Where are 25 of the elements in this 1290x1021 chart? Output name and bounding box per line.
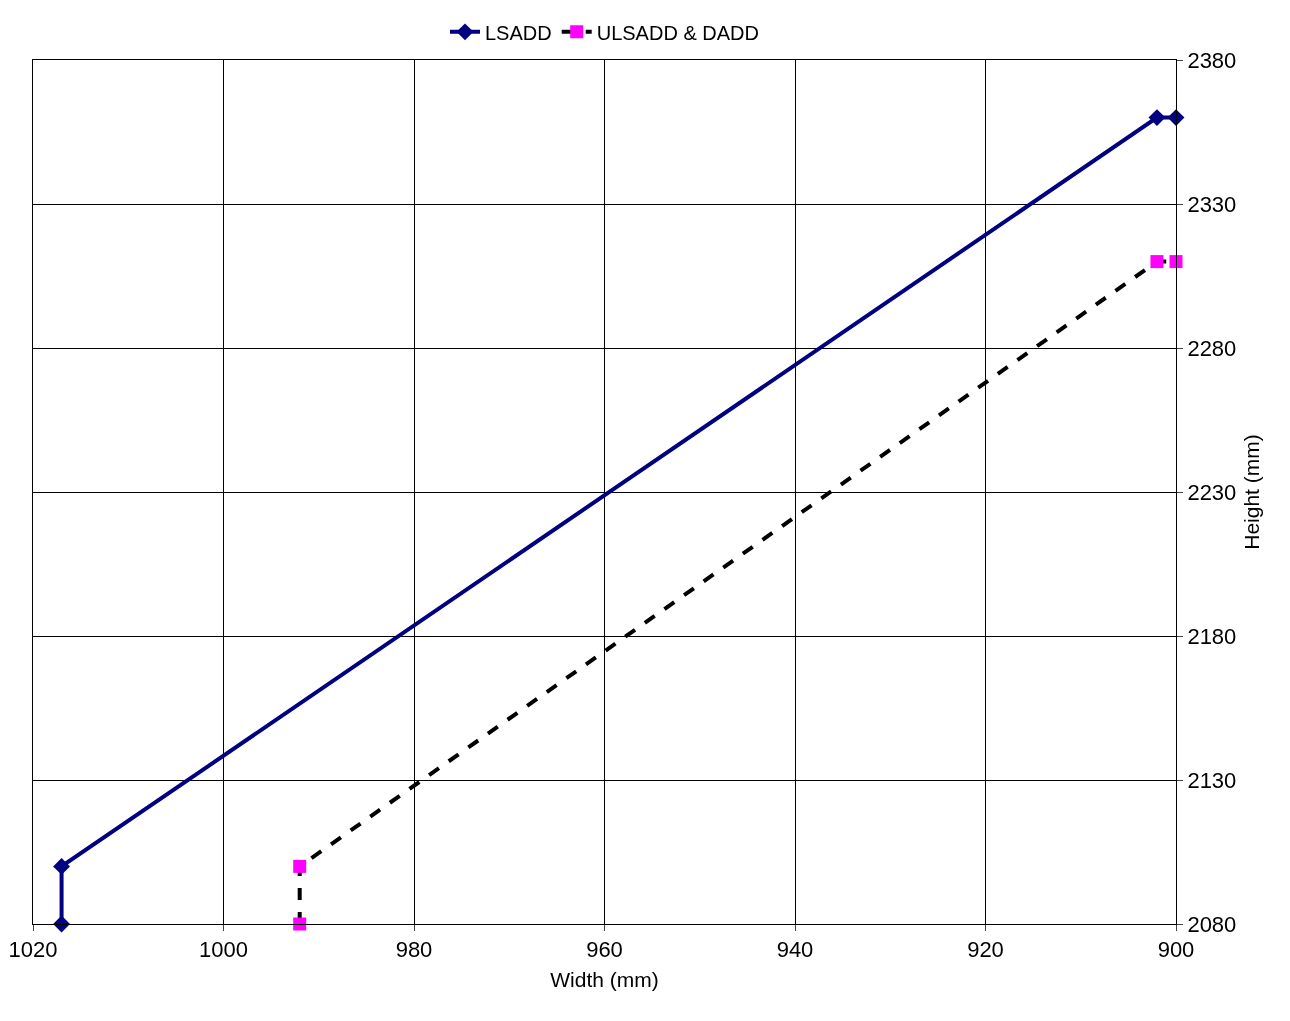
point (53, 857, 71, 875)
legend-label: LSADD (485, 21, 552, 44)
point (293, 917, 307, 931)
x-axis-title: Width (mm) (550, 967, 659, 991)
y-tick-label: 2130 (1187, 767, 1237, 793)
x-tick-label: 960 (586, 937, 623, 963)
x-tick-label: 940 (776, 937, 814, 963)
point (1167, 109, 1185, 127)
y-tick-label: 2180 (1187, 623, 1237, 649)
point (1150, 255, 1164, 269)
x-tick-label: 920 (967, 937, 1004, 963)
legend-label: ULSADD & DADD (596, 21, 759, 44)
y-tick-label: 2280 (1187, 335, 1237, 361)
x-tick-label: 900 (1157, 937, 1195, 963)
y-tick-label: 2230 (1187, 479, 1237, 505)
point (1169, 255, 1183, 269)
y-axis-title: Height (mm) (1239, 434, 1263, 550)
x-tick-label: 980 (395, 937, 433, 963)
point (293, 859, 307, 873)
point (1148, 109, 1166, 127)
x-tick-label: 1000 (199, 937, 248, 963)
y-tick-label: 2080 (1187, 911, 1237, 937)
y-tick-label: 2330 (1187, 191, 1237, 217)
x-tick-label: 1020 (8, 937, 58, 963)
y-tick-label: 2380 (1187, 47, 1237, 73)
